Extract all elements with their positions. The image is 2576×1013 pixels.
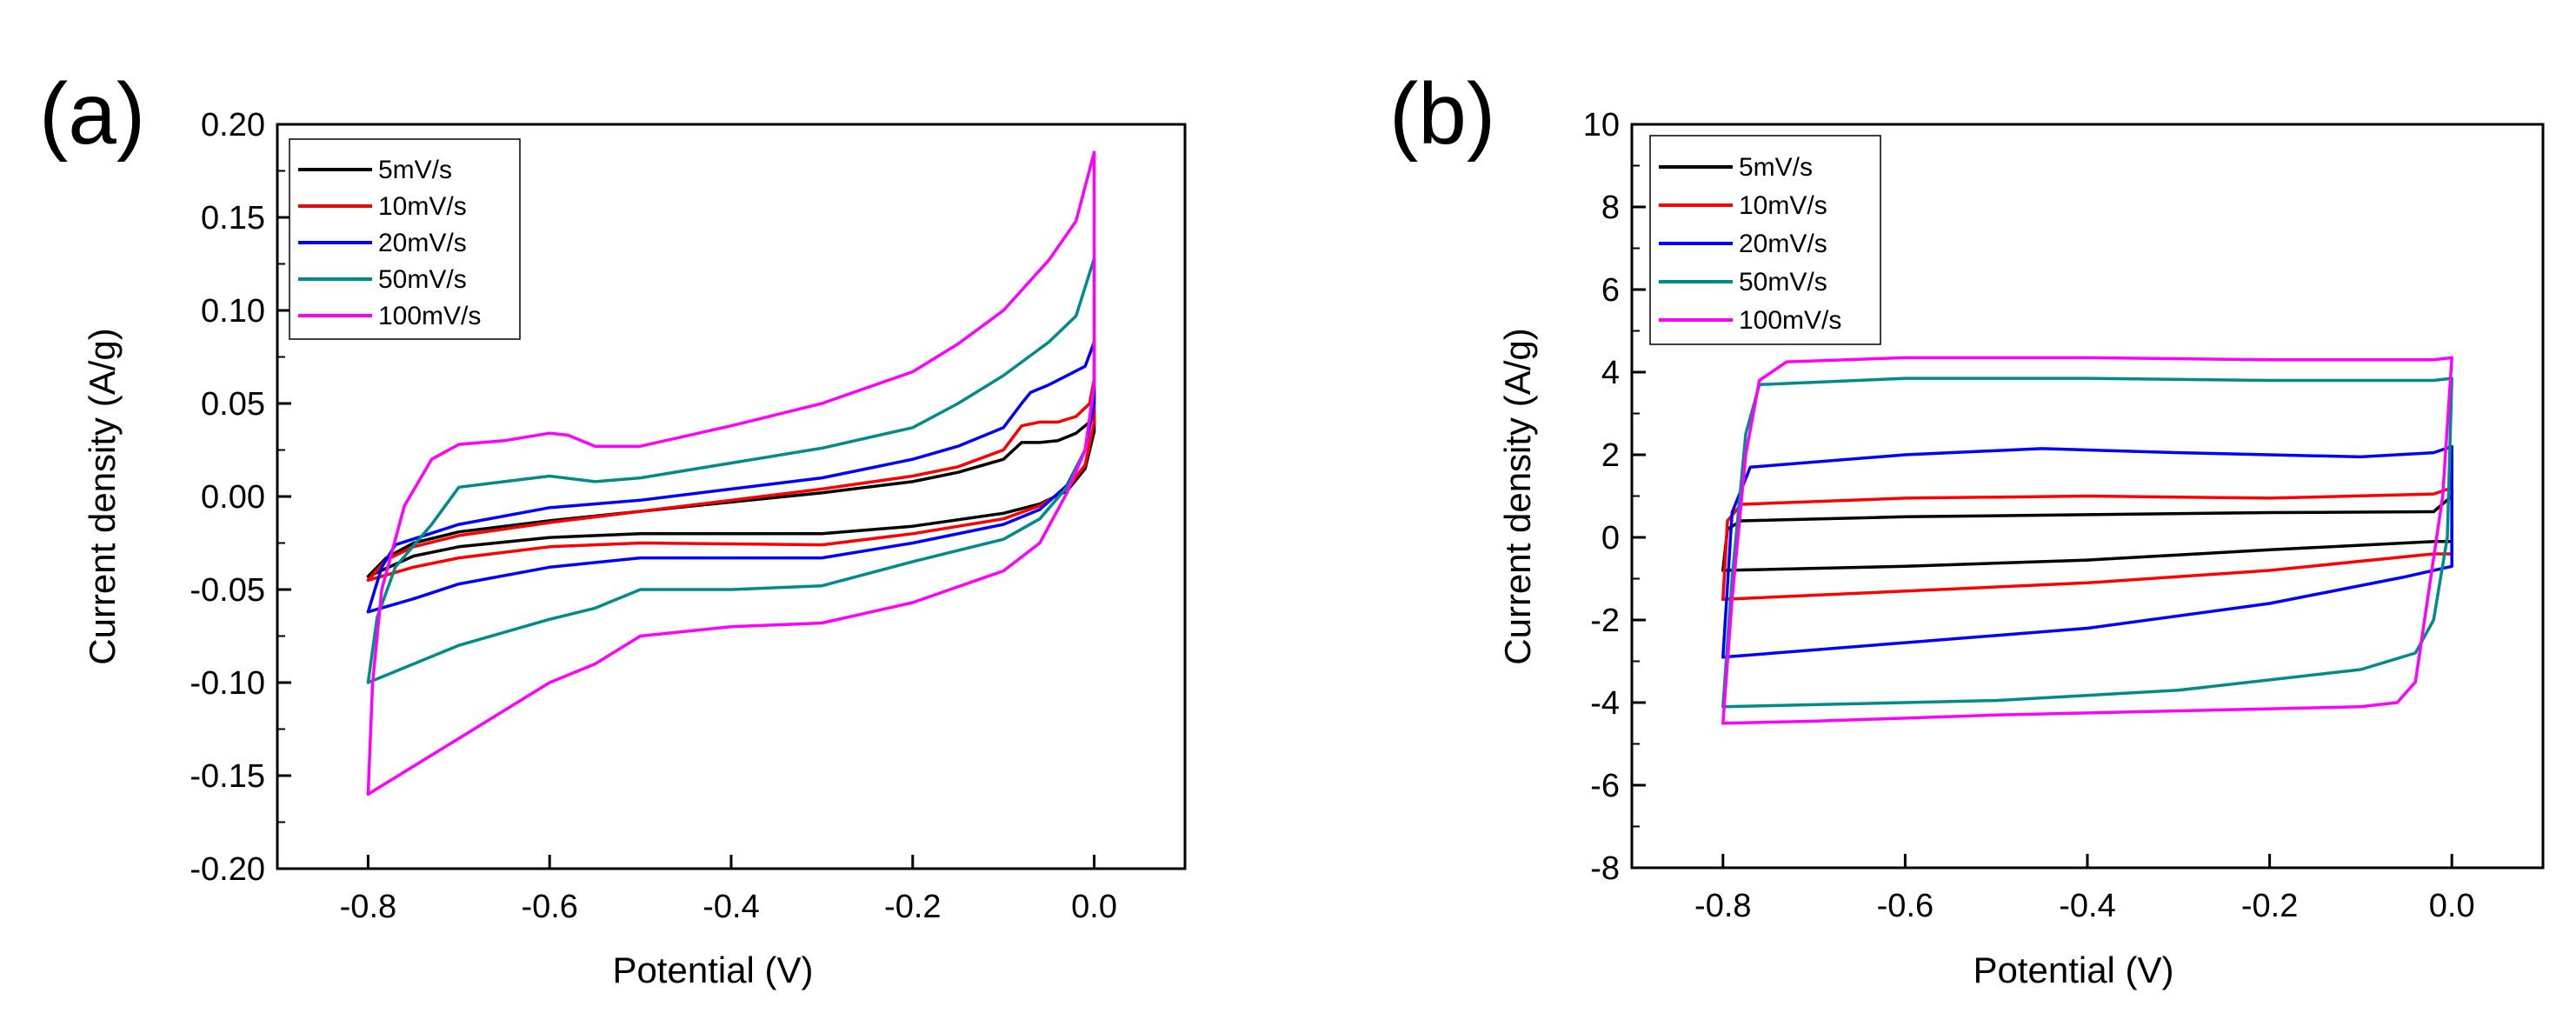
panel-b-legend-label: 5mV/s (1739, 153, 1813, 182)
panel-b-series-20mV-per-s (1721, 444, 2453, 659)
panel-b-legend: 5mV/s 10mV/s 20mV/s 50mV/s 100mV/s (1649, 135, 1881, 345)
panel-b-y-tick-label: 0 (1601, 520, 1620, 556)
panel-b-x-ticks: -0.8 -0.6 -0.4 -0.2 0.0 (1694, 854, 2475, 924)
panel-b-series-50mV-per-s (1721, 377, 2453, 709)
panel-a-y-axis-title: Current density (A/g) (82, 328, 123, 664)
panel-b-x-tick-label: -0.6 (1877, 888, 1934, 924)
panel-b-y-tick-label: -4 (1590, 685, 1620, 722)
panel-a-legend-label: 20mV/s (378, 229, 467, 257)
panel-b: (b) -0.8 -0.6 -0.4 -0.2 0.0 -8-6-4-20246810 … (1389, 65, 2545, 990)
panel-a-y-ticks: -0.20 -0.15 -0.10 -0.05 0.00 0.05 0.10 0.15 0.20 (190, 107, 291, 888)
panel-a-y-tick-label: 0.15 (201, 200, 265, 237)
panel-a-legend-box (289, 138, 521, 340)
panel-a-y-tick-label: 0.20 (201, 107, 265, 143)
panel-a-y-tick-label: 0.10 (201, 293, 265, 330)
panel-a-x-tick-label: -0.8 (340, 889, 396, 925)
panel-a-y-tick-label: -0.20 (190, 851, 265, 888)
panel-b-series-10mV-per-s (1721, 486, 2453, 602)
panel-b-legend-label: 20mV/s (1739, 230, 1827, 258)
panel-a-y-tick-label: -0.10 (190, 665, 265, 702)
panel-a-x-tick-label: -0.2 (884, 889, 941, 925)
panel-a-legend-label: 100mV/s (378, 302, 481, 330)
panel-a-y-tick-label: 0.05 (201, 386, 265, 423)
panel-a-series-50mV-per-s (366, 257, 1096, 684)
panel-b-y-tick-label: 6 (1601, 272, 1620, 309)
panel-b-x-tick-label: -0.4 (2059, 888, 2115, 924)
panel-b-legend-box (1649, 135, 1881, 345)
panel-b-label: (b) (1389, 65, 1495, 163)
panel-a-series (366, 150, 1096, 796)
panel-b-legend-label: 100mV/s (1739, 306, 1841, 335)
panel-a-x-tick-label: -0.4 (702, 889, 759, 925)
panel-a-series-20mV-per-s (366, 340, 1096, 614)
panel-a-legend-label: 5mV/s (378, 156, 452, 184)
panel-b-y-tick-label: 10 (1583, 107, 1620, 143)
panel-a-series-10mV-per-s (366, 377, 1096, 583)
panel-a-legend-label: 50mV/s (378, 265, 467, 294)
panel-b-series (1721, 356, 2453, 725)
panel-a-x-axis-title: Potential (V) (612, 950, 813, 990)
panel-b-y-tick-label: 2 (1601, 437, 1620, 474)
panel-a-x-ticks: -0.8 -0.6 -0.4 -0.2 0.0 (340, 855, 1117, 925)
panel-b-x-tick-label: 0.0 (2429, 888, 2475, 924)
panel-b-x-tick-label: -0.2 (2241, 888, 2298, 924)
panel-b-y-tick-label: 4 (1601, 355, 1620, 391)
panel-a-label: (a) (39, 65, 145, 163)
panel-b-series-5mV-per-s (1721, 494, 2453, 572)
panel-a-y-tick-label: -0.05 (190, 572, 265, 609)
panel-a-legend-label: 10mV/s (378, 192, 467, 221)
panel-b-x-axis-title: Potential (V) (1973, 950, 2173, 990)
panel-b-series-100mV-per-s (1721, 356, 2453, 725)
panel-a-x-tick-label: -0.6 (521, 889, 577, 925)
panel-a-x-tick-label: 0.0 (1071, 889, 1117, 925)
panel-a-legend: 5mV/s 10mV/s 20mV/s 50mV/s 100mV/s (289, 138, 521, 340)
panel-b-y-tick-label: -6 (1590, 768, 1620, 804)
panel-a-y-tick-label: -0.15 (190, 758, 265, 795)
panel-b-x-tick-label: -0.8 (1694, 888, 1751, 924)
panel-b-legend-label: 50mV/s (1739, 268, 1827, 297)
panel-b-y-ticks: -8 -6 -4 -2 0 2 4 6 8 10 (1583, 107, 1646, 887)
panel-a: (a) -0.8 -0.6 -0.4 -0.2 0.0 -0.20-0.15-0.10-… (39, 65, 1187, 990)
panel-b-legend-label: 10mV/s (1739, 191, 1827, 220)
panel-b-y-tick-label: -2 (1590, 603, 1620, 639)
panel-b-y-tick-label: -8 (1590, 850, 1620, 887)
panel-a-series-100mV-per-s (366, 150, 1096, 796)
panel-a-y-tick-label: 0.00 (201, 479, 265, 516)
panel-b-y-axis-title: Current density (A/g) (1497, 328, 1538, 664)
panel-b-y-tick-label: 8 (1601, 190, 1620, 226)
